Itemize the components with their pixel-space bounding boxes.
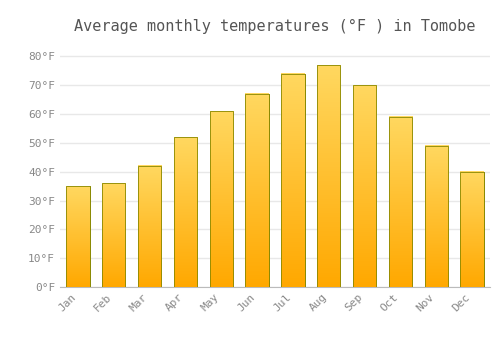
Bar bbox=[174, 137, 197, 287]
Bar bbox=[389, 117, 412, 287]
Bar bbox=[424, 146, 448, 287]
Bar bbox=[102, 183, 126, 287]
Bar bbox=[66, 186, 90, 287]
Bar bbox=[353, 85, 376, 287]
Bar bbox=[424, 146, 448, 287]
Bar bbox=[174, 137, 197, 287]
Title: Average monthly temperatures (°F ) in Tomobe: Average monthly temperatures (°F ) in To… bbox=[74, 19, 476, 34]
Bar bbox=[317, 65, 340, 287]
Bar bbox=[210, 111, 233, 287]
Bar bbox=[460, 172, 483, 287]
Bar bbox=[102, 183, 126, 287]
Bar bbox=[317, 65, 340, 287]
Bar bbox=[353, 85, 376, 287]
Bar bbox=[210, 111, 233, 287]
Bar bbox=[246, 94, 268, 287]
Bar bbox=[66, 186, 90, 287]
Bar bbox=[282, 74, 304, 287]
Bar bbox=[282, 74, 304, 287]
Bar bbox=[246, 94, 268, 287]
Bar bbox=[138, 166, 161, 287]
Bar bbox=[138, 166, 161, 287]
Bar bbox=[389, 117, 412, 287]
Bar bbox=[460, 172, 483, 287]
